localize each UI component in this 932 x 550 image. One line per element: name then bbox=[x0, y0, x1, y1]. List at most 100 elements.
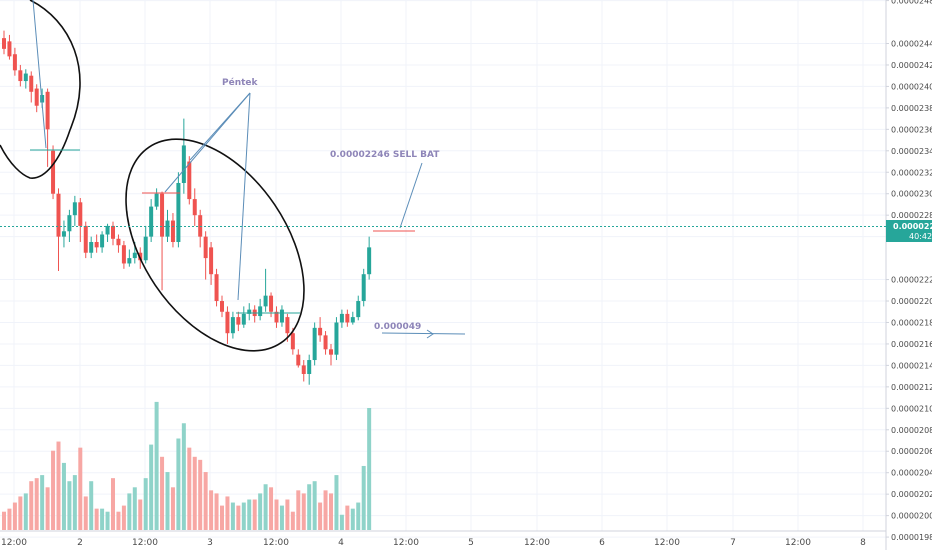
volume-bar bbox=[160, 456, 165, 530]
volume-bar bbox=[285, 499, 290, 530]
candle-body bbox=[51, 150, 56, 194]
candle-body bbox=[329, 349, 333, 355]
candle-body bbox=[230, 317, 235, 334]
candle-body bbox=[350, 317, 355, 323]
chart-drawings bbox=[0, 0, 466, 352]
candle-body bbox=[220, 301, 224, 312]
candle-body bbox=[105, 225, 110, 235]
volume-bar bbox=[181, 423, 186, 530]
time-axis[interactable]: 12:00 2 12:00 3 12:00 4 12:00 5 12:00 6 12:00 7 12:0… bbox=[1, 538, 866, 548]
candle-body bbox=[345, 313, 350, 323]
x-tick-label: 5 bbox=[468, 538, 474, 548]
volume-bar bbox=[143, 478, 148, 530]
candle-body bbox=[301, 365, 306, 374]
candle-body bbox=[290, 333, 295, 350]
x-tick-label: 12:00 bbox=[524, 538, 550, 548]
volume-bar bbox=[170, 487, 175, 530]
volume-bar bbox=[192, 456, 197, 530]
volume-bar bbox=[56, 441, 61, 530]
candle-body bbox=[247, 309, 252, 314]
volume-bar bbox=[307, 484, 312, 530]
volume-bar bbox=[334, 475, 339, 530]
candle-body bbox=[116, 238, 121, 246]
arrow-delta bbox=[381, 332, 466, 335]
volume-bar bbox=[198, 459, 203, 530]
volume-bar bbox=[318, 502, 323, 530]
volume-bar bbox=[236, 505, 241, 530]
candle-body bbox=[7, 41, 12, 57]
volume-bar bbox=[94, 508, 99, 530]
ellipse-left bbox=[0, 0, 81, 179]
candle-body bbox=[67, 215, 72, 232]
volume-bar bbox=[225, 496, 230, 530]
volume-bar bbox=[356, 502, 361, 530]
volume-bar bbox=[83, 496, 88, 530]
volume-bar bbox=[127, 493, 132, 530]
candle-body bbox=[307, 360, 312, 374]
candle-body bbox=[154, 193, 159, 207]
candle-body bbox=[236, 317, 241, 325]
ellipse-middle bbox=[125, 138, 305, 352]
x-tick-label: 12:00 bbox=[132, 538, 158, 548]
candle-body bbox=[61, 231, 66, 237]
annotation-sell: 0.00002246 SELL BAT bbox=[330, 150, 440, 160]
volume-bar bbox=[269, 487, 274, 530]
candle-body bbox=[89, 242, 94, 253]
volume-bar bbox=[230, 502, 235, 530]
candle-body bbox=[94, 242, 99, 248]
candle-body bbox=[176, 182, 181, 243]
volume-bar bbox=[138, 499, 143, 530]
chart-grid bbox=[0, 0, 886, 538]
candle-body bbox=[83, 225, 88, 253]
volume-bar bbox=[214, 493, 219, 530]
volume-bar bbox=[323, 490, 328, 530]
volume-bar bbox=[78, 447, 83, 530]
volume-bar bbox=[274, 499, 279, 530]
volume-bar bbox=[312, 481, 317, 530]
candle-body bbox=[339, 313, 344, 323]
arrow-pentek-2 bbox=[189, 92, 251, 161]
current-price-badge bbox=[886, 220, 932, 242]
candle-body bbox=[361, 274, 366, 302]
candle-body bbox=[241, 313, 246, 325]
volume-bar bbox=[51, 450, 56, 530]
x-tick-label: 12:00 bbox=[1, 538, 27, 548]
candle-body bbox=[312, 327, 317, 361]
x-tick-label: 12:00 bbox=[263, 538, 289, 548]
volume-bar bbox=[350, 508, 355, 530]
volume-bar bbox=[45, 487, 50, 530]
x-tick-label: 7 bbox=[730, 538, 736, 548]
volume-bar bbox=[116, 511, 121, 530]
volume-bar bbox=[339, 514, 344, 530]
candle-body bbox=[263, 295, 268, 307]
volume-bar bbox=[301, 493, 306, 530]
arrow-left bbox=[32, 0, 47, 149]
volume-bar bbox=[34, 478, 39, 530]
candle-body bbox=[143, 236, 148, 261]
candle-body bbox=[72, 202, 77, 216]
x-tick-label: 2 bbox=[77, 538, 83, 548]
volume-bar bbox=[367, 408, 372, 530]
candle-body bbox=[296, 354, 301, 366]
volume-bar bbox=[220, 505, 224, 530]
candle-body bbox=[121, 245, 126, 264]
candle-body bbox=[78, 202, 83, 226]
price-candles bbox=[2, 30, 372, 385]
volume-bar bbox=[279, 505, 284, 530]
volume-bar bbox=[247, 499, 252, 530]
